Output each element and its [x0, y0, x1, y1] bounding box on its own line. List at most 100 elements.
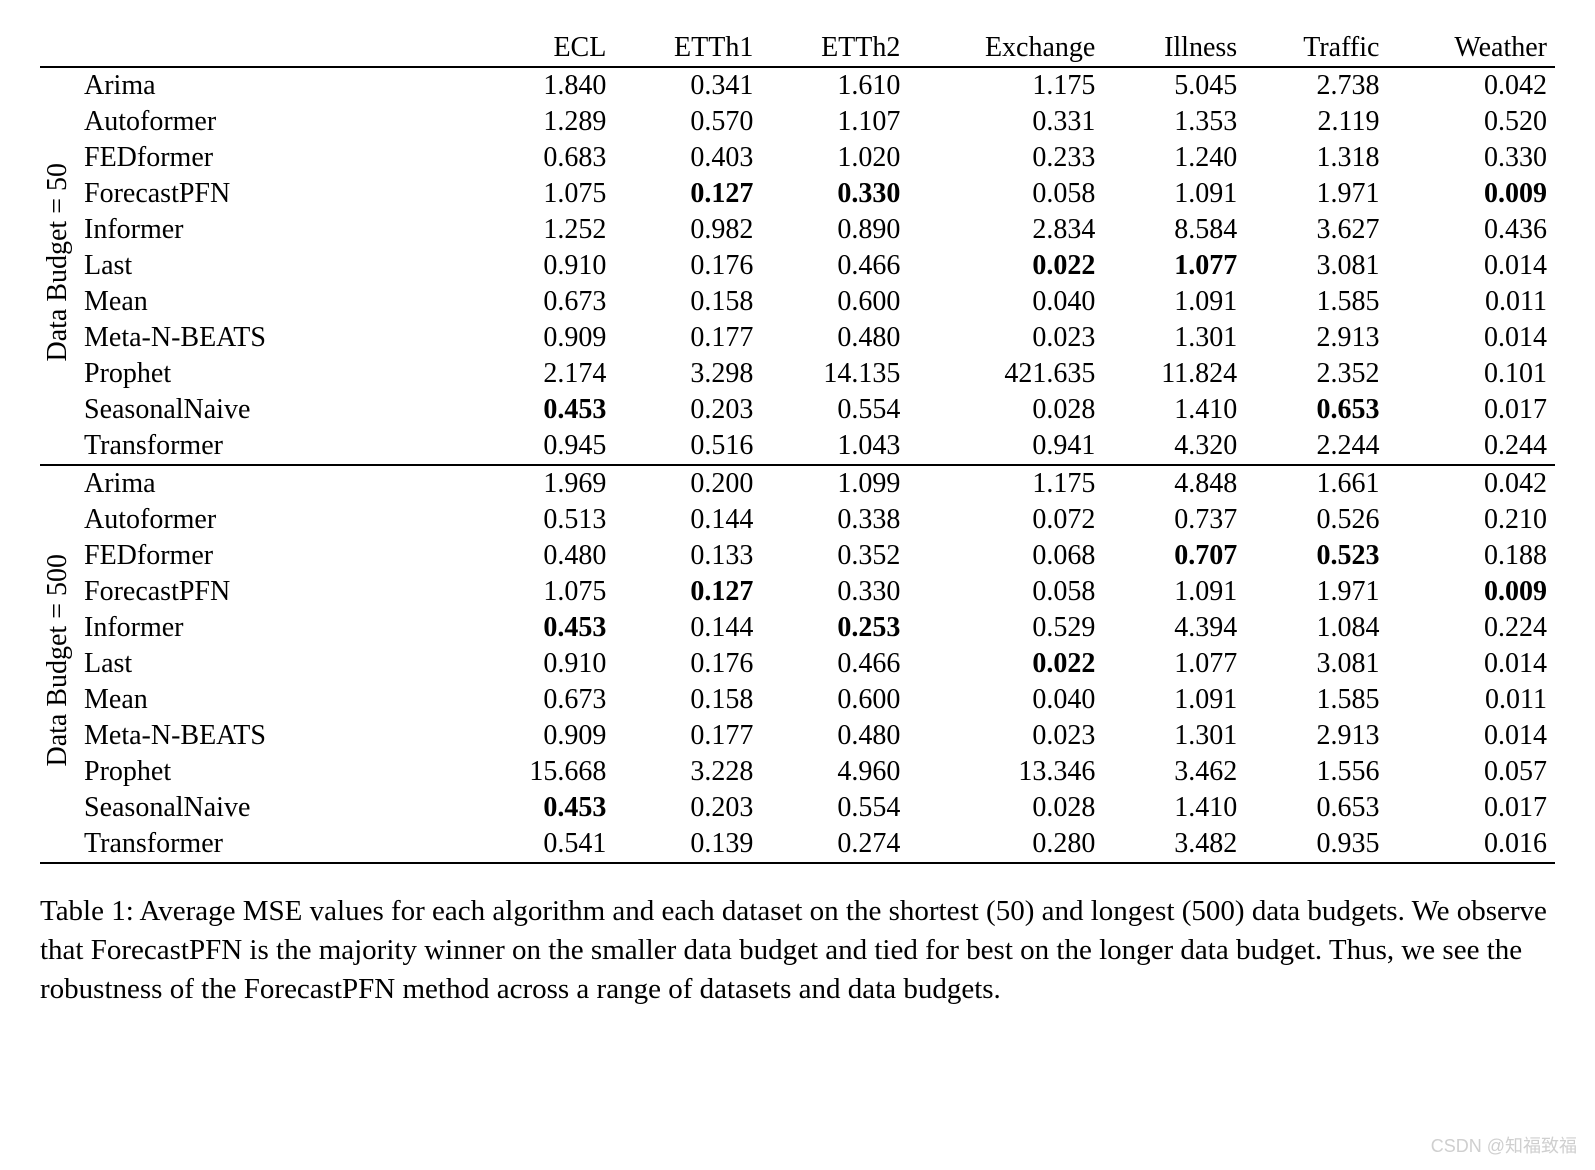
value-cell: 11.824 [1103, 356, 1245, 392]
value-cell: 0.144 [614, 502, 761, 538]
value-cell: 3.482 [1103, 826, 1245, 863]
method-cell: Informer [76, 212, 471, 248]
col-header: Weather [1387, 30, 1555, 67]
method-cell: Prophet [76, 754, 471, 790]
value-cell: 0.158 [614, 284, 761, 320]
value-cell: 1.301 [1103, 718, 1245, 754]
value-cell: 0.909 [471, 718, 614, 754]
table-row: Prophet2.1743.29814.135421.63511.8242.35… [40, 356, 1555, 392]
value-cell: 0.233 [908, 140, 1103, 176]
col-header: Exchange [908, 30, 1103, 67]
value-cell: 0.554 [761, 790, 908, 826]
value-cell: 0.058 [908, 574, 1103, 610]
value-cell: 0.127 [614, 176, 761, 212]
value-cell: 13.346 [908, 754, 1103, 790]
table-row: Meta-N-BEATS0.9090.1770.4800.0231.3012.9… [40, 718, 1555, 754]
value-cell: 1.240 [1103, 140, 1245, 176]
col-header: ECL [471, 30, 614, 67]
value-cell: 1.077 [1103, 646, 1245, 682]
value-cell: 0.253 [761, 610, 908, 646]
value-cell: 2.834 [908, 212, 1103, 248]
value-cell: 0.600 [761, 284, 908, 320]
value-cell: 0.016 [1387, 826, 1555, 863]
value-cell: 1.585 [1245, 682, 1387, 718]
value-cell: 0.520 [1387, 104, 1555, 140]
value-cell: 0.014 [1387, 320, 1555, 356]
table-row: Meta-N-BEATS0.9090.1770.4800.0231.3012.9… [40, 320, 1555, 356]
value-cell: 0.890 [761, 212, 908, 248]
value-cell: 5.045 [1103, 67, 1245, 104]
value-cell: 1.661 [1245, 465, 1387, 502]
value-cell: 0.176 [614, 248, 761, 284]
value-cell: 3.081 [1245, 646, 1387, 682]
value-cell: 0.022 [908, 646, 1103, 682]
value-cell: 0.941 [908, 428, 1103, 465]
value-cell: 8.584 [1103, 212, 1245, 248]
value-cell: 0.224 [1387, 610, 1555, 646]
method-cell: Prophet [76, 356, 471, 392]
col-header: Traffic [1245, 30, 1387, 67]
table-row: Last0.9100.1760.4660.0221.0773.0810.014 [40, 646, 1555, 682]
method-cell: Transformer [76, 428, 471, 465]
value-cell: 1.075 [471, 574, 614, 610]
value-cell: 0.042 [1387, 465, 1555, 502]
value-cell: 0.144 [614, 610, 761, 646]
value-cell: 0.570 [614, 104, 761, 140]
value-cell: 1.099 [761, 465, 908, 502]
table-row: Mean0.6730.1580.6000.0401.0911.5850.011 [40, 284, 1555, 320]
value-cell: 0.014 [1387, 646, 1555, 682]
value-cell: 4.848 [1103, 465, 1245, 502]
value-cell: 0.158 [614, 682, 761, 718]
method-cell: SeasonalNaive [76, 392, 471, 428]
value-cell: 0.453 [471, 392, 614, 428]
value-cell: 0.011 [1387, 682, 1555, 718]
method-cell: Meta-N-BEATS [76, 718, 471, 754]
value-cell: 1.091 [1103, 176, 1245, 212]
value-cell: 0.203 [614, 392, 761, 428]
value-cell: 1.091 [1103, 284, 1245, 320]
value-cell: 0.480 [761, 320, 908, 356]
value-cell: 0.436 [1387, 212, 1555, 248]
value-cell: 2.174 [471, 356, 614, 392]
value-cell: 0.707 [1103, 538, 1245, 574]
value-cell: 2.913 [1245, 320, 1387, 356]
group-label: Data Budget = 50 [42, 163, 74, 362]
value-cell: 1.585 [1245, 284, 1387, 320]
value-cell: 0.513 [471, 502, 614, 538]
value-cell: 3.081 [1245, 248, 1387, 284]
value-cell: 0.453 [471, 610, 614, 646]
value-cell: 0.017 [1387, 392, 1555, 428]
value-cell: 1.318 [1245, 140, 1387, 176]
mse-table: ECLETTh1ETTh2ExchangeIllnessTrafficWeath… [40, 30, 1555, 864]
value-cell: 1.289 [471, 104, 614, 140]
method-cell: FEDformer [76, 538, 471, 574]
table-row: Informer0.4530.1440.2530.5294.3941.0840.… [40, 610, 1555, 646]
value-cell: 0.009 [1387, 574, 1555, 610]
method-cell: Arima [76, 67, 471, 104]
value-cell: 4.960 [761, 754, 908, 790]
value-cell: 1.610 [761, 67, 908, 104]
value-cell: 0.072 [908, 502, 1103, 538]
value-cell: 0.541 [471, 826, 614, 863]
header-row: ECLETTh1ETTh2ExchangeIllnessTrafficWeath… [40, 30, 1555, 67]
value-cell: 0.982 [614, 212, 761, 248]
value-cell: 0.330 [761, 574, 908, 610]
value-cell: 0.673 [471, 284, 614, 320]
method-cell: Autoformer [76, 502, 471, 538]
value-cell: 2.244 [1245, 428, 1387, 465]
table-group: Data Budget = 500Arima1.9690.2001.0991.1… [40, 465, 1555, 863]
header-spacer-rot [40, 30, 76, 67]
value-cell: 0.338 [761, 502, 908, 538]
value-cell: 0.042 [1387, 67, 1555, 104]
value-cell: 0.466 [761, 646, 908, 682]
value-cell: 1.043 [761, 428, 908, 465]
value-cell: 0.330 [761, 176, 908, 212]
value-cell: 0.200 [614, 465, 761, 502]
table-row: Last0.9100.1760.4660.0221.0773.0810.014 [40, 248, 1555, 284]
value-cell: 0.101 [1387, 356, 1555, 392]
value-cell: 3.228 [614, 754, 761, 790]
method-cell: Last [76, 248, 471, 284]
value-cell: 0.014 [1387, 718, 1555, 754]
value-cell: 2.119 [1245, 104, 1387, 140]
value-cell: 0.466 [761, 248, 908, 284]
